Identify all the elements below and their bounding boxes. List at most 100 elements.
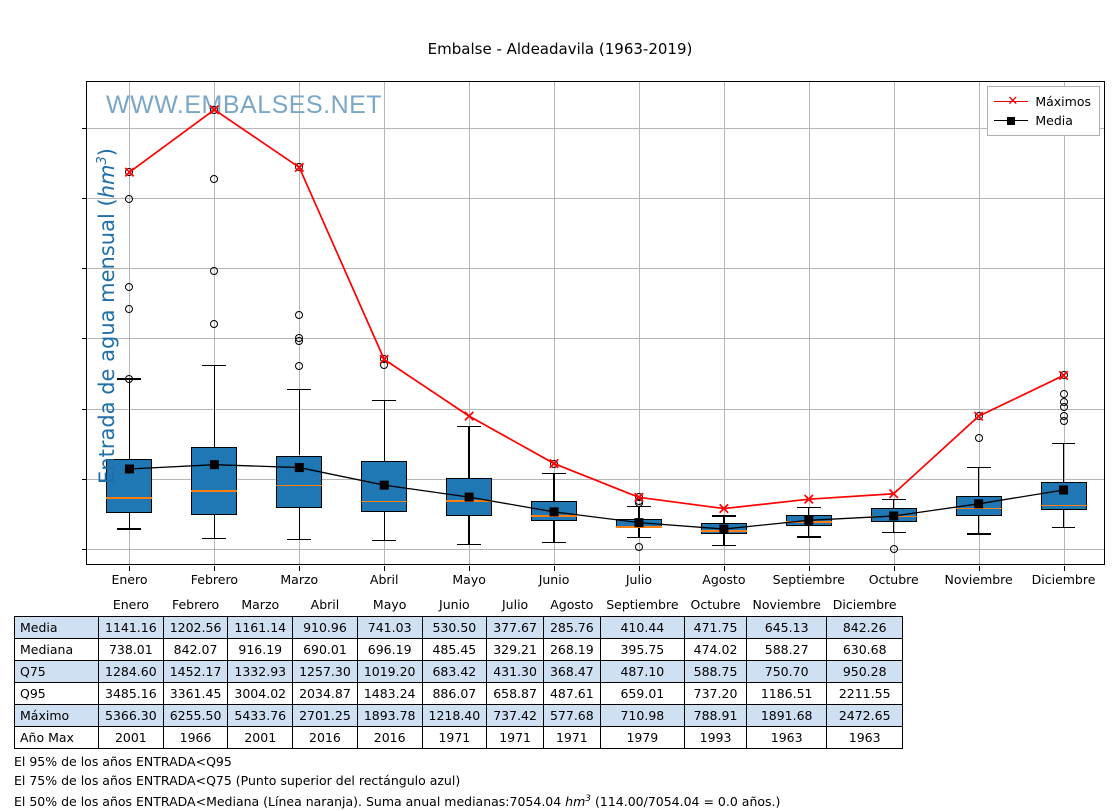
- cap-upper: [457, 425, 482, 427]
- y-tick-mark: [82, 268, 87, 270]
- mean-marker: [379, 480, 389, 490]
- whisker-upper: [213, 365, 216, 448]
- outlier-point: [1059, 412, 1068, 421]
- outlier-point: [889, 545, 898, 554]
- y-tick-mark: [82, 549, 87, 551]
- x-tick-mark: [723, 566, 725, 571]
- table-cell: 1186.51: [746, 682, 828, 705]
- table-cell: 1971: [486, 726, 544, 749]
- table-column-header: Diciembre: [832, 596, 897, 612]
- whisker-upper: [1062, 443, 1065, 483]
- y-axis-unit-exp: 3: [95, 156, 110, 165]
- whisker-lower: [638, 528, 640, 538]
- cap-upper: [966, 466, 991, 469]
- cap-lower: [202, 537, 227, 540]
- max-marker: [464, 411, 474, 421]
- table-cell: 2211.55: [826, 682, 904, 705]
- x-tick-mark: [299, 566, 301, 571]
- table-row-header: Q95: [14, 682, 99, 705]
- grid-line-vertical: [893, 82, 895, 564]
- y-tick-mark: [82, 478, 87, 480]
- mean-marker: [974, 499, 984, 509]
- footer-unit-exp: 3: [585, 794, 592, 804]
- grid-line-vertical: [469, 82, 471, 564]
- table-cell: 588.75: [684, 660, 748, 683]
- table-row: Máximo 5366.30 6255.50 5433.76 2701.25 1893.7…: [14, 704, 904, 727]
- outlier-point: [125, 375, 134, 384]
- table-cell: 1971: [542, 726, 601, 749]
- table-cell: 910.96: [292, 616, 358, 639]
- table-cell: 395.75: [599, 638, 686, 661]
- cap-upper: [796, 506, 821, 508]
- outlier-point: [295, 333, 304, 342]
- outlier-point: [210, 105, 219, 114]
- x-tick-mark: [1063, 566, 1065, 571]
- table-cell: 630.68: [826, 638, 904, 661]
- table-cell: 1483.24: [356, 682, 423, 705]
- table-cell: 1452.17: [162, 660, 229, 683]
- cap-lower: [542, 541, 566, 544]
- outlier-point: [1059, 398, 1068, 407]
- cap-upper: [202, 365, 227, 367]
- whisker-lower: [553, 521, 555, 542]
- outlier-point: [974, 434, 983, 443]
- table-cell: 530.50: [421, 616, 488, 639]
- table-cell: 2001: [227, 726, 294, 749]
- outlier-point: [550, 459, 559, 468]
- whisker-upper: [128, 378, 131, 459]
- table-cell: 2016: [356, 726, 423, 749]
- max-marker: [973, 411, 984, 422]
- table-column-header: Septiembre: [606, 596, 679, 612]
- whisker-lower: [468, 516, 470, 544]
- grid-line-vertical: [978, 82, 980, 564]
- box-iqr: [361, 460, 408, 513]
- cap-lower: [372, 539, 397, 541]
- x-tick-label-enero: Enero: [111, 572, 148, 587]
- grid-line-horizontal: [87, 268, 1104, 270]
- table-row: Q75 1284.60 1452.17 1332.93 1257.30 1019.20 68…: [14, 660, 904, 683]
- table-corner-cell: [15, 594, 99, 617]
- table-cell: 485.45: [421, 638, 488, 661]
- mean-marker: [124, 464, 134, 474]
- table-cell: 788.91: [684, 704, 748, 727]
- table-cell: 842.07: [162, 638, 229, 661]
- table-cell: 5366.30: [98, 704, 164, 727]
- legend-label-media: Media: [1035, 113, 1073, 128]
- outlier-point: [210, 174, 219, 183]
- table-row-header: Media: [14, 616, 99, 639]
- grid-line-horizontal: [87, 549, 1104, 551]
- table-cell: 683.42: [421, 660, 488, 683]
- table-column-header: Noviembre: [752, 596, 821, 612]
- plot-inner: WWW.EMBALSES.NET: [87, 82, 1104, 564]
- outlier-point: [125, 168, 134, 177]
- x-marker-icon: ✕: [1007, 93, 1019, 109]
- table-cell: 2016: [292, 726, 358, 749]
- legend-item-maximos[interactable]: ✕ Máximos: [994, 92, 1091, 111]
- cap-upper: [711, 515, 736, 517]
- table-cell: 710.98: [599, 704, 686, 727]
- table-row: Media 1141.16 1202.56 1161.14 910.96 741.03 53…: [14, 616, 904, 639]
- table-row: Año Max 2001 1966 2001 2016 2016 1971 1971 1971 1…: [14, 726, 904, 749]
- mean-marker: [889, 511, 899, 521]
- cap-lower: [626, 537, 651, 539]
- grid-line-vertical: [554, 82, 556, 564]
- whisker-lower: [808, 525, 810, 537]
- mean-marker: [464, 492, 474, 502]
- legend-item-media[interactable]: Media: [994, 111, 1091, 130]
- x-tick-label-julio: Julio: [625, 572, 653, 587]
- cap-lower: [881, 531, 906, 534]
- grid-line-vertical: [723, 82, 725, 564]
- x-tick-mark: [469, 566, 471, 571]
- grid-line-vertical: [638, 82, 640, 564]
- x-tick-label-septiembre: Septiembre: [772, 572, 845, 587]
- whisker-lower: [383, 512, 385, 540]
- median-line: [106, 497, 153, 499]
- table-cell: 329.21: [486, 638, 544, 661]
- series-line-máximos: [128, 108, 1064, 510]
- table-cell: 1893.78: [356, 704, 423, 727]
- cap-lower: [796, 536, 821, 538]
- grid-line-horizontal: [87, 197, 1104, 199]
- table-cell: 471.75: [684, 616, 748, 639]
- outlier-point: [974, 412, 983, 421]
- table-header-row: Enero Febrero Marzo Abril Mayo Junio Julio Agos…: [15, 594, 903, 617]
